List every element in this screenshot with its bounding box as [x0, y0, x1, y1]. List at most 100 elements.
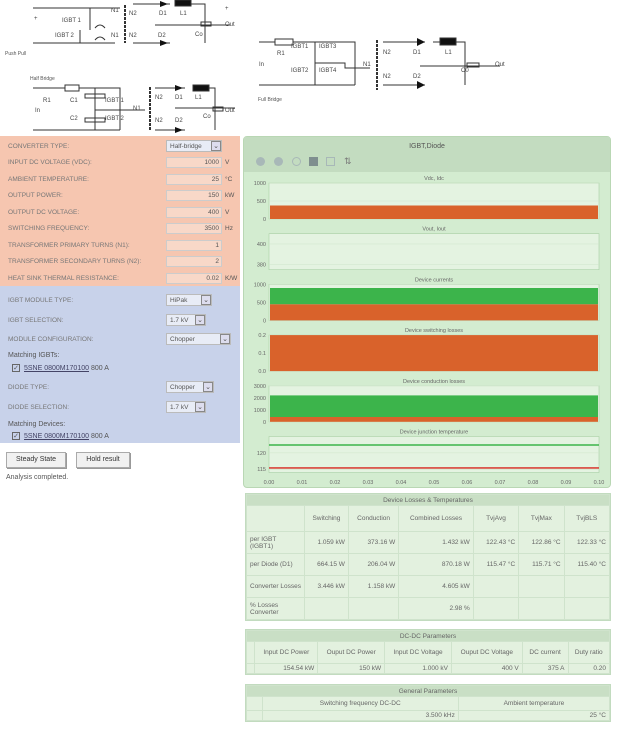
field-unit: K/W	[225, 274, 238, 282]
module-configuration-label: MODULE CONFIGURATION:	[8, 335, 94, 343]
chart-area[interactable]: Vdc, Idc 1000 500 0 Vout, Iout 400 380 Device c…	[244, 137, 612, 489]
field-input[interactable]: 150	[166, 190, 222, 201]
zoom-in-icon[interactable]	[256, 157, 265, 166]
column-header: Ambient temperature	[457, 696, 611, 711]
svg-text:Out: Out	[225, 108, 235, 114]
column-header: Ouput DC Voltage	[451, 641, 523, 664]
converter-type-label: CONVERTER TYPE:	[8, 142, 70, 150]
full-bridge-caption: Full Bridge	[258, 97, 282, 103]
half-bridge-schematic: R1 C1 C2 IGBT 1 IGBT 2 N1 N2 N2 D1 D2 L1…	[33, 84, 235, 133]
subplot-title: Device currents	[415, 277, 453, 283]
series-band-green	[270, 395, 598, 417]
hold-result-button[interactable]: Hold result	[76, 452, 130, 468]
table-cell: 122.43 °C	[472, 531, 520, 554]
steady-state-button[interactable]: Steady State	[6, 452, 66, 468]
matching-device-link[interactable]: 5SNE 0800M170100	[24, 432, 89, 440]
half-bridge-caption: Half Bridge	[30, 76, 55, 82]
field-input[interactable]: 3500	[166, 223, 222, 234]
table-cell: 2.98 %	[398, 597, 474, 620]
svg-text:D1: D1	[413, 50, 421, 56]
diode-type-value: Chopper	[170, 383, 195, 391]
igbt-selection-value: 1.7 kV	[170, 316, 189, 324]
general-title: General Parameters	[246, 685, 610, 697]
igbt-module-type-label: IGBT MODULE TYPE:	[8, 296, 74, 304]
box-zoom-icon[interactable]	[326, 157, 335, 166]
column-header: TvjBLS	[563, 505, 611, 532]
svg-text:Co: Co	[203, 114, 211, 120]
svg-text:IGBT3: IGBT3	[319, 44, 337, 50]
svg-text:N2: N2	[383, 50, 391, 56]
table-cell: 870.18 W	[398, 553, 474, 576]
field-input[interactable]: 0.02	[166, 272, 222, 284]
field-label: HEAT SINK THERMAL RESISTANCE:	[8, 274, 119, 282]
svg-text:D2: D2	[413, 74, 421, 80]
x-tick-label: 0.06	[462, 480, 473, 486]
series-band-orange	[270, 417, 598, 422]
svg-text:L1: L1	[195, 95, 202, 101]
general-table-panel: General Parameters Switching frequency D…	[245, 684, 611, 722]
svg-text:IGBT4: IGBT4	[319, 68, 337, 74]
table-cell: 154.54 kW	[254, 663, 319, 674]
table-cell: 115.47 °C	[472, 553, 520, 576]
chart-title: IGBT,Diode	[409, 143, 445, 150]
zoom-out-icon[interactable]	[274, 157, 283, 166]
column-header: DC current	[521, 641, 569, 664]
y-tick-label: 1000	[254, 181, 266, 187]
field-input[interactable]: 25	[166, 173, 222, 185]
y-tick-label: 380	[257, 263, 266, 269]
field-input[interactable]: 400	[166, 206, 222, 218]
table-cell	[563, 597, 611, 620]
table-cell	[347, 597, 400, 620]
y-tick-label: 400	[257, 242, 266, 248]
y-tick-label: 0	[263, 420, 266, 426]
column-header	[245, 641, 256, 664]
table-cell	[518, 597, 565, 620]
table-cell: 206.04 W	[347, 553, 400, 576]
table-cell: 150 kW	[317, 663, 386, 674]
table-cell: 3.446 kW	[304, 575, 349, 598]
matching-device-checkbox[interactable]: ✓	[12, 432, 20, 440]
svg-text:Out: Out	[495, 62, 505, 68]
dcdc-title: DC-DC Parameters	[246, 630, 610, 642]
device-losses-title: Device Losses & Temperatures	[246, 494, 610, 506]
y-tick-label: 0.1	[258, 351, 266, 357]
diode-type-select[interactable]: Chopper ⌄	[166, 381, 214, 393]
igbt-module-type-select[interactable]: HiPak ⌄	[166, 294, 212, 306]
x-tick-label: 0.04	[396, 480, 407, 486]
column-header: Input DC Voltage	[384, 641, 452, 664]
chevron-down-icon: ⌄	[203, 382, 213, 392]
pan-icon[interactable]: ⇅	[344, 156, 352, 166]
magnifier-icon[interactable]	[292, 157, 301, 166]
table-cell: 1.000 kV	[384, 663, 452, 674]
subplot-title: Device switching losses	[405, 328, 463, 334]
table-cell: 1.432 kW	[398, 531, 474, 554]
table-cell: per IGBT (IGBT1)	[246, 531, 305, 554]
table-cell: 3.500 kHz	[261, 710, 459, 721]
x-tick-label: 0.09	[561, 480, 572, 486]
matching-igbt-link[interactable]: 5SNE 0800M170100	[24, 364, 89, 372]
svg-text:IGBT 2: IGBT 2	[55, 33, 75, 39]
module-configuration-select[interactable]: Chopper ⌄	[166, 333, 231, 345]
table-cell: % Losses Converter	[246, 597, 305, 620]
converter-field-row: AMBIENT TEMPERATURE: 25 °C	[8, 172, 236, 186]
y-tick-label: 2000	[254, 396, 266, 402]
select-icon[interactable]	[309, 157, 318, 166]
converter-type-select[interactable]: Half-bridge ⌄	[166, 140, 222, 152]
y-tick-label: 3000	[254, 384, 266, 390]
matching-igbt-checkbox[interactable]: ✓	[12, 364, 20, 372]
converter-field-row: SWITCHING FREQUENCY: 3500 Hz	[8, 222, 236, 236]
device-losses-table-panel: Device Losses & Temperatures Switching Co…	[245, 493, 611, 621]
field-input[interactable]: 1	[166, 239, 222, 251]
field-input[interactable]: 2	[166, 256, 222, 267]
column-header: Conduction	[347, 505, 400, 532]
push-pull-caption: Push Pull	[5, 51, 27, 57]
igbt-selection-select[interactable]: 1.7 kV ⌄	[166, 314, 206, 326]
table-cell: 115.71 °C	[518, 553, 565, 576]
y-tick-label: 115	[257, 467, 266, 473]
y-tick-label: 0.2	[258, 333, 266, 339]
svg-text:N2: N2	[155, 118, 163, 124]
field-input[interactable]: 1000	[166, 157, 222, 168]
chevron-down-icon: ⌄	[195, 315, 205, 325]
plot-area	[268, 436, 600, 473]
diode-selection-select[interactable]: 1.7 kV ⌄	[166, 401, 206, 413]
